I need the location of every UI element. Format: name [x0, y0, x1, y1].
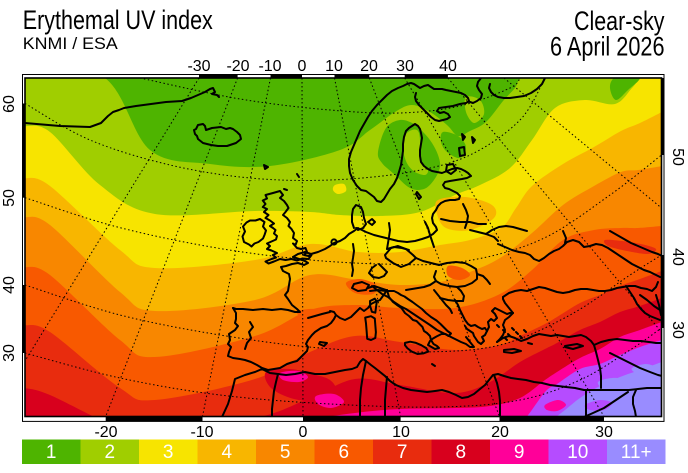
svg-text:10: 10 [325, 58, 343, 75]
svg-text:40: 40 [669, 248, 686, 266]
svg-text:30: 30 [595, 424, 613, 441]
svg-text:9: 9 [514, 442, 525, 463]
svg-text:Clear-sky: Clear-sky [574, 6, 665, 36]
svg-text:50: 50 [669, 148, 686, 166]
svg-text:6 April 2026: 6 April 2026 [550, 32, 665, 62]
svg-text:-10: -10 [190, 424, 213, 441]
svg-text:6: 6 [339, 442, 350, 463]
svg-text:11+: 11+ [621, 442, 652, 463]
svg-text:4: 4 [222, 442, 233, 463]
svg-text:0: 0 [299, 424, 308, 441]
svg-text:-30: -30 [187, 58, 210, 75]
svg-text:10: 10 [392, 424, 410, 441]
svg-text:20: 20 [360, 58, 378, 75]
svg-text:-20: -20 [226, 58, 249, 75]
svg-text:Erythemal UV index: Erythemal UV index [23, 5, 213, 35]
svg-text:40: 40 [439, 58, 457, 75]
svg-text:30: 30 [1, 344, 18, 362]
svg-text:2: 2 [105, 442, 116, 463]
svg-text:50: 50 [1, 189, 18, 207]
svg-text:60: 60 [1, 95, 18, 113]
svg-text:-20: -20 [94, 424, 117, 441]
svg-text:7: 7 [397, 442, 408, 463]
svg-text:30: 30 [669, 321, 686, 339]
svg-text:5: 5 [280, 442, 291, 463]
svg-text:8: 8 [456, 442, 467, 463]
svg-text:30: 30 [396, 58, 414, 75]
svg-text:1: 1 [46, 442, 57, 463]
svg-text:0: 0 [298, 58, 307, 75]
svg-text:40: 40 [1, 276, 18, 294]
svg-text:KNMI / ESA: KNMI / ESA [23, 34, 119, 53]
svg-text:20: 20 [491, 424, 509, 441]
svg-text:10: 10 [567, 442, 588, 463]
svg-text:-10: -10 [258, 58, 281, 75]
svg-text:3: 3 [163, 442, 174, 463]
